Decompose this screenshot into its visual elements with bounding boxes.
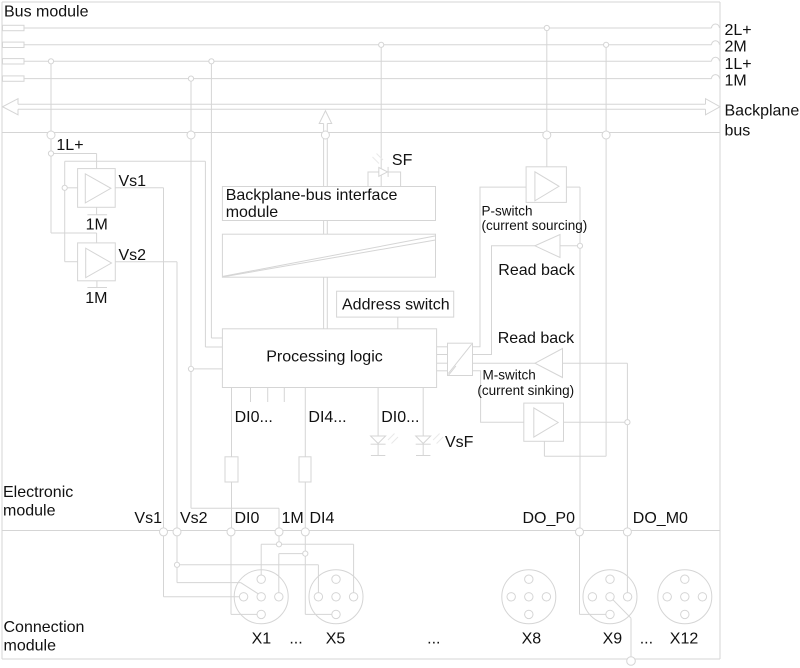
svg-text:SF: SF bbox=[392, 152, 413, 169]
svg-text:DI4...: DI4... bbox=[308, 409, 346, 426]
svg-text:X1: X1 bbox=[252, 631, 272, 648]
svg-text:Read back: Read back bbox=[498, 330, 575, 347]
svg-text:Bus module: Bus module bbox=[4, 4, 89, 21]
svg-text:1L+: 1L+ bbox=[56, 137, 83, 154]
svg-text:bus: bus bbox=[725, 123, 751, 140]
svg-text:2L+: 2L+ bbox=[725, 22, 752, 39]
svg-text:Read back: Read back bbox=[498, 262, 575, 279]
svg-text:Address switch: Address switch bbox=[342, 297, 450, 314]
svg-text:Connection: Connection bbox=[4, 619, 85, 636]
svg-text:2M: 2M bbox=[725, 39, 747, 56]
svg-text:Backplane: Backplane bbox=[725, 103, 800, 120]
svg-text:1M: 1M bbox=[86, 216, 108, 233]
svg-text:...: ... bbox=[427, 631, 440, 648]
svg-text:X5: X5 bbox=[326, 631, 346, 648]
svg-text:DI4: DI4 bbox=[310, 510, 335, 527]
svg-text:Vs2: Vs2 bbox=[119, 247, 147, 264]
svg-text:X8: X8 bbox=[522, 631, 542, 648]
svg-text:DI0...: DI0... bbox=[235, 409, 273, 426]
svg-text:DI0...: DI0... bbox=[381, 409, 419, 426]
svg-text:Processing logic: Processing logic bbox=[266, 349, 383, 366]
svg-text:VsF: VsF bbox=[445, 434, 474, 451]
svg-text:M-switch: M-switch bbox=[483, 368, 536, 383]
svg-text:Vs1: Vs1 bbox=[119, 173, 147, 190]
svg-text:1L+: 1L+ bbox=[725, 56, 752, 73]
svg-text:Backplane-bus interface: Backplane-bus interface bbox=[226, 187, 398, 204]
svg-text:1M: 1M bbox=[282, 510, 304, 527]
svg-text:Vs1: Vs1 bbox=[134, 510, 162, 527]
svg-text:Electronic: Electronic bbox=[3, 484, 73, 501]
svg-text:DO_P0: DO_P0 bbox=[523, 510, 576, 527]
svg-text:1M: 1M bbox=[85, 290, 107, 307]
svg-text:module: module bbox=[4, 638, 57, 655]
svg-text:X12: X12 bbox=[670, 631, 699, 648]
svg-text:1M: 1M bbox=[725, 73, 747, 90]
svg-text:(current sourcing): (current sourcing) bbox=[482, 218, 588, 233]
svg-text:(current sinking): (current sinking) bbox=[477, 383, 574, 398]
svg-text:module: module bbox=[3, 503, 56, 520]
svg-text:X9: X9 bbox=[603, 631, 623, 648]
svg-text:DO_M0: DO_M0 bbox=[633, 510, 688, 527]
svg-text:module: module bbox=[226, 204, 279, 221]
svg-text:...: ... bbox=[289, 631, 302, 648]
svg-text:Vs2: Vs2 bbox=[180, 510, 208, 527]
svg-text:P-switch: P-switch bbox=[482, 204, 533, 219]
svg-text:DI0: DI0 bbox=[235, 510, 260, 527]
svg-text:...: ... bbox=[640, 631, 653, 648]
